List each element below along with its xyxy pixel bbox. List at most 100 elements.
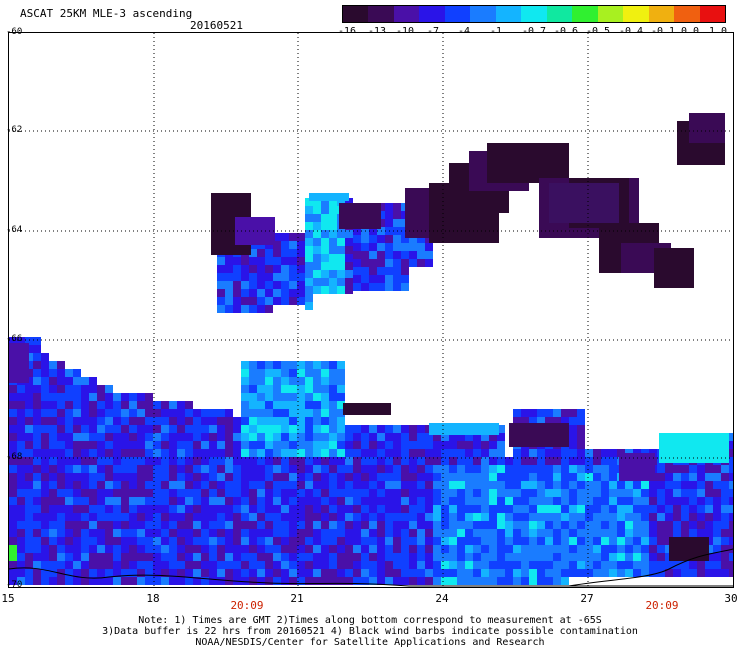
data-cell bbox=[169, 529, 177, 537]
data-cell bbox=[657, 521, 665, 529]
data-cell bbox=[153, 505, 161, 513]
data-cell bbox=[273, 473, 281, 481]
data-cell bbox=[641, 537, 649, 545]
data-cell bbox=[393, 473, 401, 481]
data-cell bbox=[305, 481, 313, 489]
data-cell bbox=[321, 270, 329, 278]
data-cell bbox=[49, 401, 57, 409]
data-cell bbox=[81, 457, 89, 465]
data-cell bbox=[225, 265, 233, 273]
data-cell bbox=[225, 433, 233, 441]
data-cell bbox=[353, 457, 361, 465]
data-cell bbox=[81, 481, 89, 489]
data-cell bbox=[313, 433, 321, 441]
data-cell bbox=[41, 433, 49, 441]
data-cell bbox=[265, 449, 273, 457]
data-cell bbox=[473, 513, 481, 521]
data-cell bbox=[81, 449, 89, 457]
data-cell bbox=[185, 497, 193, 505]
data-cell bbox=[257, 273, 265, 281]
data-cell bbox=[505, 561, 513, 569]
data-cell bbox=[17, 385, 25, 393]
data-cell bbox=[81, 505, 89, 513]
data-cell bbox=[409, 561, 417, 569]
data-cell bbox=[337, 425, 345, 433]
data-cell bbox=[545, 417, 553, 425]
data-cell bbox=[49, 577, 57, 585]
data-cell bbox=[665, 561, 673, 569]
data-cell bbox=[361, 521, 369, 529]
data-cell bbox=[297, 457, 305, 465]
data-cell bbox=[385, 243, 393, 251]
data-cell bbox=[617, 497, 625, 505]
data-cell bbox=[473, 505, 481, 513]
data-cell bbox=[393, 203, 401, 211]
data-cell bbox=[161, 433, 169, 441]
data-cell bbox=[521, 569, 529, 577]
data-cell bbox=[713, 473, 721, 481]
data-cell bbox=[249, 553, 257, 561]
data-cell bbox=[25, 449, 33, 457]
data-cell bbox=[297, 425, 305, 433]
data-cell bbox=[241, 521, 249, 529]
data-cell bbox=[521, 465, 529, 473]
data-cell bbox=[185, 457, 193, 465]
data-cell bbox=[337, 473, 345, 481]
data-cell bbox=[321, 377, 329, 385]
data-cell bbox=[521, 457, 529, 465]
data-cell bbox=[489, 521, 497, 529]
data-cell bbox=[649, 521, 657, 529]
data-cell bbox=[329, 433, 337, 441]
data-cell bbox=[209, 545, 217, 553]
data-cell bbox=[233, 473, 241, 481]
data-cell bbox=[537, 417, 545, 425]
data-cell bbox=[57, 553, 65, 561]
data-cell bbox=[129, 457, 137, 465]
data-cell bbox=[41, 377, 49, 385]
data-cell bbox=[241, 553, 249, 561]
data-cell bbox=[609, 529, 617, 537]
data-cell bbox=[329, 561, 337, 569]
data-cell bbox=[553, 457, 561, 465]
data-cell bbox=[57, 417, 65, 425]
data-cell bbox=[577, 465, 585, 473]
data-cell bbox=[601, 505, 609, 513]
data-cell bbox=[289, 361, 297, 369]
data-cell bbox=[537, 569, 545, 577]
data-cell bbox=[481, 553, 489, 561]
data-cell bbox=[313, 409, 321, 417]
data-cell bbox=[97, 537, 105, 545]
data-cell bbox=[705, 521, 713, 529]
data-cell bbox=[265, 385, 273, 393]
data-cell bbox=[665, 489, 673, 497]
data-cell bbox=[217, 553, 225, 561]
data-cell bbox=[65, 489, 73, 497]
data-cell bbox=[33, 401, 41, 409]
data-cell bbox=[393, 465, 401, 473]
data-cell bbox=[441, 521, 449, 529]
data-cell bbox=[153, 569, 161, 577]
data-cell bbox=[649, 489, 657, 497]
data-cell bbox=[721, 545, 729, 553]
data-cell bbox=[169, 473, 177, 481]
data-cell bbox=[201, 489, 209, 497]
data-cell bbox=[369, 521, 377, 529]
data-cell bbox=[697, 561, 705, 569]
data-cell bbox=[473, 545, 481, 553]
data-cell bbox=[545, 505, 553, 513]
data-cell bbox=[89, 457, 97, 465]
data-cell bbox=[657, 561, 665, 569]
data-cell bbox=[241, 273, 249, 281]
data-cell bbox=[393, 489, 401, 497]
data-cell bbox=[201, 537, 209, 545]
data-cell bbox=[113, 553, 121, 561]
data-cell bbox=[417, 465, 425, 473]
data-cell bbox=[297, 417, 305, 425]
data-cell bbox=[529, 417, 537, 425]
data-cell bbox=[281, 457, 289, 465]
data-cell bbox=[169, 441, 177, 449]
data-cell bbox=[705, 465, 713, 473]
data-cell bbox=[17, 457, 25, 465]
data-cell bbox=[433, 473, 441, 481]
data-cell bbox=[393, 577, 401, 585]
